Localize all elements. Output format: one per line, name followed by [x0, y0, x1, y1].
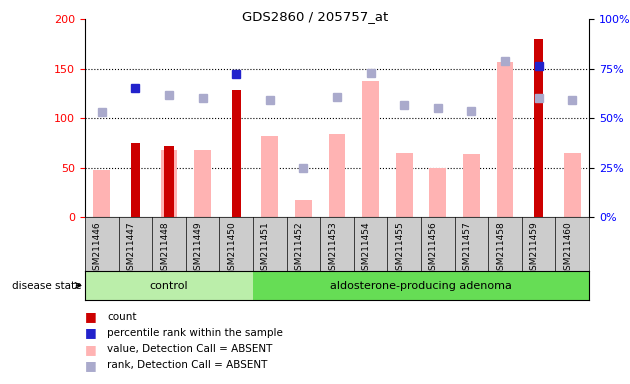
Text: GSM211447: GSM211447 — [127, 221, 135, 276]
Text: GSM211458: GSM211458 — [496, 221, 505, 276]
Bar — [232, 90, 241, 217]
Bar — [534, 39, 543, 217]
Bar — [564, 153, 581, 217]
Text: GSM211459: GSM211459 — [530, 221, 539, 276]
Text: GSM211449: GSM211449 — [193, 221, 203, 276]
Text: GSM211452: GSM211452 — [294, 221, 304, 276]
Text: GSM211451: GSM211451 — [261, 221, 270, 276]
Bar — [93, 170, 110, 217]
Text: GSM211448: GSM211448 — [160, 221, 169, 276]
Bar — [164, 146, 174, 217]
Text: ■: ■ — [85, 326, 97, 339]
Text: count: count — [107, 312, 137, 322]
Bar — [253, 271, 589, 300]
Bar — [430, 167, 446, 217]
Bar — [362, 81, 379, 217]
Bar — [194, 150, 211, 217]
Text: disease state: disease state — [13, 280, 82, 291]
Text: rank, Detection Call = ABSENT: rank, Detection Call = ABSENT — [107, 360, 268, 370]
Text: value, Detection Call = ABSENT: value, Detection Call = ABSENT — [107, 344, 273, 354]
Text: GSM211460: GSM211460 — [563, 221, 572, 276]
Bar — [496, 62, 513, 217]
Text: percentile rank within the sample: percentile rank within the sample — [107, 328, 283, 338]
Text: ■: ■ — [85, 343, 97, 356]
Text: aldosterone-producing adenoma: aldosterone-producing adenoma — [330, 280, 512, 291]
Bar — [161, 150, 178, 217]
Bar — [295, 200, 312, 217]
Text: GSM211456: GSM211456 — [429, 221, 438, 276]
Text: GSM211457: GSM211457 — [462, 221, 471, 276]
Bar — [463, 154, 480, 217]
Bar — [396, 153, 413, 217]
Text: GDS2860 / 205757_at: GDS2860 / 205757_at — [242, 10, 388, 23]
Text: GSM211450: GSM211450 — [227, 221, 236, 276]
Text: control: control — [150, 280, 188, 291]
Text: ■: ■ — [85, 359, 97, 372]
Bar — [329, 134, 345, 217]
Text: ■: ■ — [85, 310, 97, 323]
Text: GSM211455: GSM211455 — [395, 221, 404, 276]
Bar — [85, 271, 253, 300]
Text: GSM211454: GSM211454 — [362, 221, 370, 276]
Bar — [131, 143, 140, 217]
Text: GSM211453: GSM211453 — [328, 221, 337, 276]
Bar — [261, 136, 278, 217]
Text: GSM211446: GSM211446 — [93, 221, 102, 276]
